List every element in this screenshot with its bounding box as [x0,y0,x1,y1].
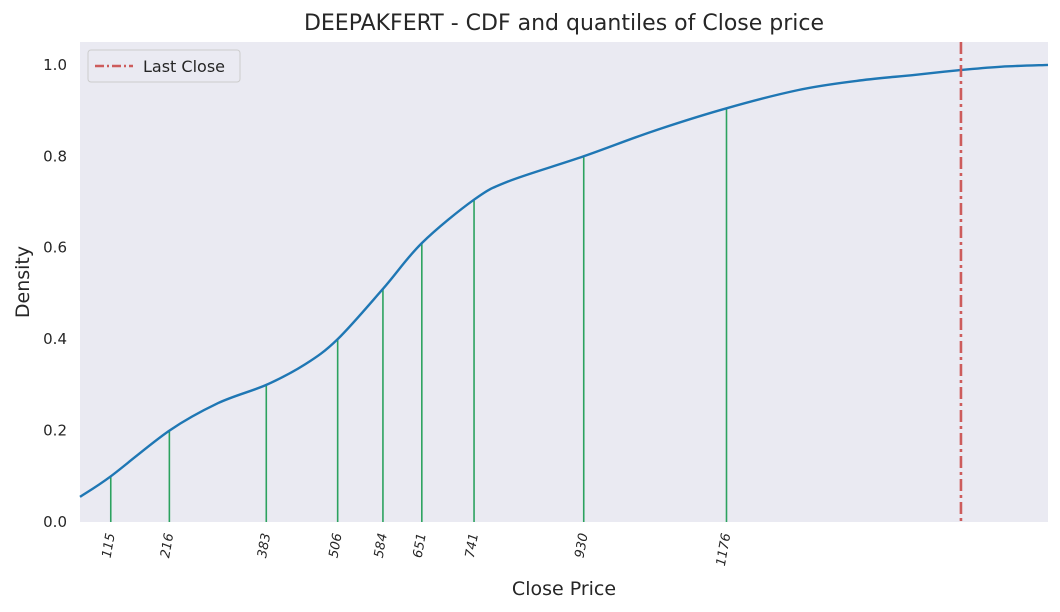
y-tick-label: 0.4 [43,330,67,348]
x-axis-label: Close Price [512,578,616,600]
x-tick-label: 1176 [714,532,735,567]
legend-box [87,49,241,83]
y-tick-label: 0.8 [43,147,67,165]
x-tick-label: 506 [327,532,346,559]
x-tick-label: 115 [100,532,119,559]
y-axis-label: Density [12,246,34,318]
y-tick-label: 1.0 [43,56,67,74]
x-tick-label: 741 [463,532,482,559]
legend-label-last-close: Last Close [143,57,225,76]
cdf-line [79,63,1049,498]
plot-area [80,42,1048,522]
y-tick-label: 0.2 [43,422,67,440]
x-tick-label: 584 [372,532,391,559]
x-tick-label: 216 [158,532,177,559]
legend: Last Close [87,49,241,83]
chart-title: DEEPAKFERT - CDF and quantiles of Close … [304,11,824,36]
x-tick-label: 383 [255,532,274,559]
y-tick-label: 0.0 [43,513,67,531]
y-tick-label: 0.6 [43,239,67,257]
x-tick-label: 930 [573,532,592,559]
x-axis-ticks: 115 216 383 506 584 651 741 930 1176 [100,532,735,567]
y-axis-ticks: 0.0 0.2 0.4 0.6 0.8 1.0 [43,56,67,531]
quantile-lines [109,108,728,522]
x-tick-label: 651 [411,532,430,559]
